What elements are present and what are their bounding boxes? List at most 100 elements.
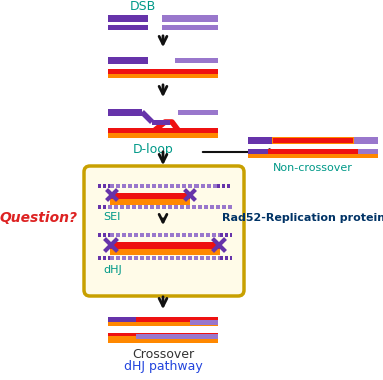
Bar bbox=[128, 256, 132, 260]
Bar bbox=[222, 205, 226, 209]
Bar bbox=[200, 256, 204, 260]
Bar bbox=[108, 233, 110, 237]
Bar bbox=[170, 184, 174, 188]
Bar bbox=[206, 256, 210, 260]
Bar bbox=[206, 233, 210, 237]
Bar bbox=[213, 184, 217, 188]
Bar bbox=[220, 233, 223, 237]
Bar bbox=[108, 317, 218, 321]
Bar bbox=[248, 150, 378, 157]
Bar bbox=[108, 14, 148, 22]
Text: Rad52-Replication protein A: Rad52-Replication protein A bbox=[222, 213, 383, 223]
Bar bbox=[152, 256, 156, 260]
Bar bbox=[150, 205, 154, 209]
Bar bbox=[110, 249, 220, 255]
Bar bbox=[248, 149, 378, 154]
Bar bbox=[164, 256, 168, 260]
Bar bbox=[152, 119, 170, 125]
Bar bbox=[110, 193, 190, 200]
Bar bbox=[134, 184, 138, 188]
Bar bbox=[182, 233, 186, 237]
Bar bbox=[186, 205, 190, 209]
Bar bbox=[178, 109, 218, 114]
Bar bbox=[164, 184, 168, 188]
Bar bbox=[225, 256, 228, 260]
Bar bbox=[116, 233, 120, 237]
Bar bbox=[210, 205, 214, 209]
Bar bbox=[201, 184, 205, 188]
Bar bbox=[182, 256, 186, 260]
Bar bbox=[227, 184, 230, 188]
Bar bbox=[188, 184, 192, 188]
Bar bbox=[162, 24, 218, 30]
Bar bbox=[128, 184, 132, 188]
Bar bbox=[230, 256, 232, 260]
Bar bbox=[273, 138, 353, 142]
Bar bbox=[354, 136, 378, 144]
Bar bbox=[194, 184, 195, 188]
Bar bbox=[225, 233, 228, 237]
Bar bbox=[194, 233, 198, 237]
Bar bbox=[108, 128, 218, 133]
Bar bbox=[168, 205, 172, 209]
Bar bbox=[174, 205, 178, 209]
Bar bbox=[162, 205, 166, 209]
Bar bbox=[134, 256, 138, 260]
Bar bbox=[158, 233, 162, 237]
Bar bbox=[136, 334, 218, 339]
Bar bbox=[212, 256, 216, 260]
Text: DSB: DSB bbox=[130, 0, 156, 13]
Text: Non-crossover: Non-crossover bbox=[273, 163, 353, 173]
Bar bbox=[108, 68, 218, 73]
Bar bbox=[144, 205, 148, 209]
Bar bbox=[188, 256, 192, 260]
Bar bbox=[122, 233, 126, 237]
Bar bbox=[98, 184, 101, 188]
Bar bbox=[158, 184, 162, 188]
Bar bbox=[122, 184, 126, 188]
Bar bbox=[152, 184, 156, 188]
Bar bbox=[110, 242, 220, 249]
Bar bbox=[158, 256, 162, 260]
Bar bbox=[182, 184, 186, 188]
Bar bbox=[103, 184, 106, 188]
Bar bbox=[108, 256, 110, 260]
Bar bbox=[108, 130, 218, 138]
Bar bbox=[218, 233, 220, 237]
Bar bbox=[120, 205, 124, 209]
Bar bbox=[108, 317, 136, 321]
Bar bbox=[170, 233, 174, 237]
Bar bbox=[108, 184, 110, 188]
Bar bbox=[198, 205, 202, 209]
Bar bbox=[138, 205, 142, 209]
Bar bbox=[98, 205, 101, 209]
Bar bbox=[200, 233, 204, 237]
Bar bbox=[98, 256, 101, 260]
Bar bbox=[216, 205, 220, 209]
Bar bbox=[114, 205, 118, 209]
Bar bbox=[140, 184, 144, 188]
Bar bbox=[248, 136, 272, 144]
Bar bbox=[222, 184, 225, 188]
Bar bbox=[108, 24, 148, 30]
Bar bbox=[116, 256, 120, 260]
Bar bbox=[220, 256, 223, 260]
Bar bbox=[263, 136, 363, 144]
Bar bbox=[110, 233, 114, 237]
Text: Crossover: Crossover bbox=[132, 348, 194, 361]
Bar bbox=[98, 233, 101, 237]
Bar bbox=[207, 184, 211, 188]
Bar bbox=[190, 320, 218, 325]
Bar bbox=[110, 184, 114, 188]
Bar bbox=[192, 205, 196, 209]
Bar bbox=[176, 184, 180, 188]
Bar bbox=[358, 149, 378, 154]
Bar bbox=[140, 256, 144, 260]
Bar bbox=[195, 184, 199, 188]
Text: dHJ pathway: dHJ pathway bbox=[124, 360, 202, 373]
Bar bbox=[204, 205, 208, 209]
Bar bbox=[108, 71, 218, 78]
Bar bbox=[152, 233, 156, 237]
Bar bbox=[228, 205, 232, 209]
Bar bbox=[108, 332, 218, 339]
